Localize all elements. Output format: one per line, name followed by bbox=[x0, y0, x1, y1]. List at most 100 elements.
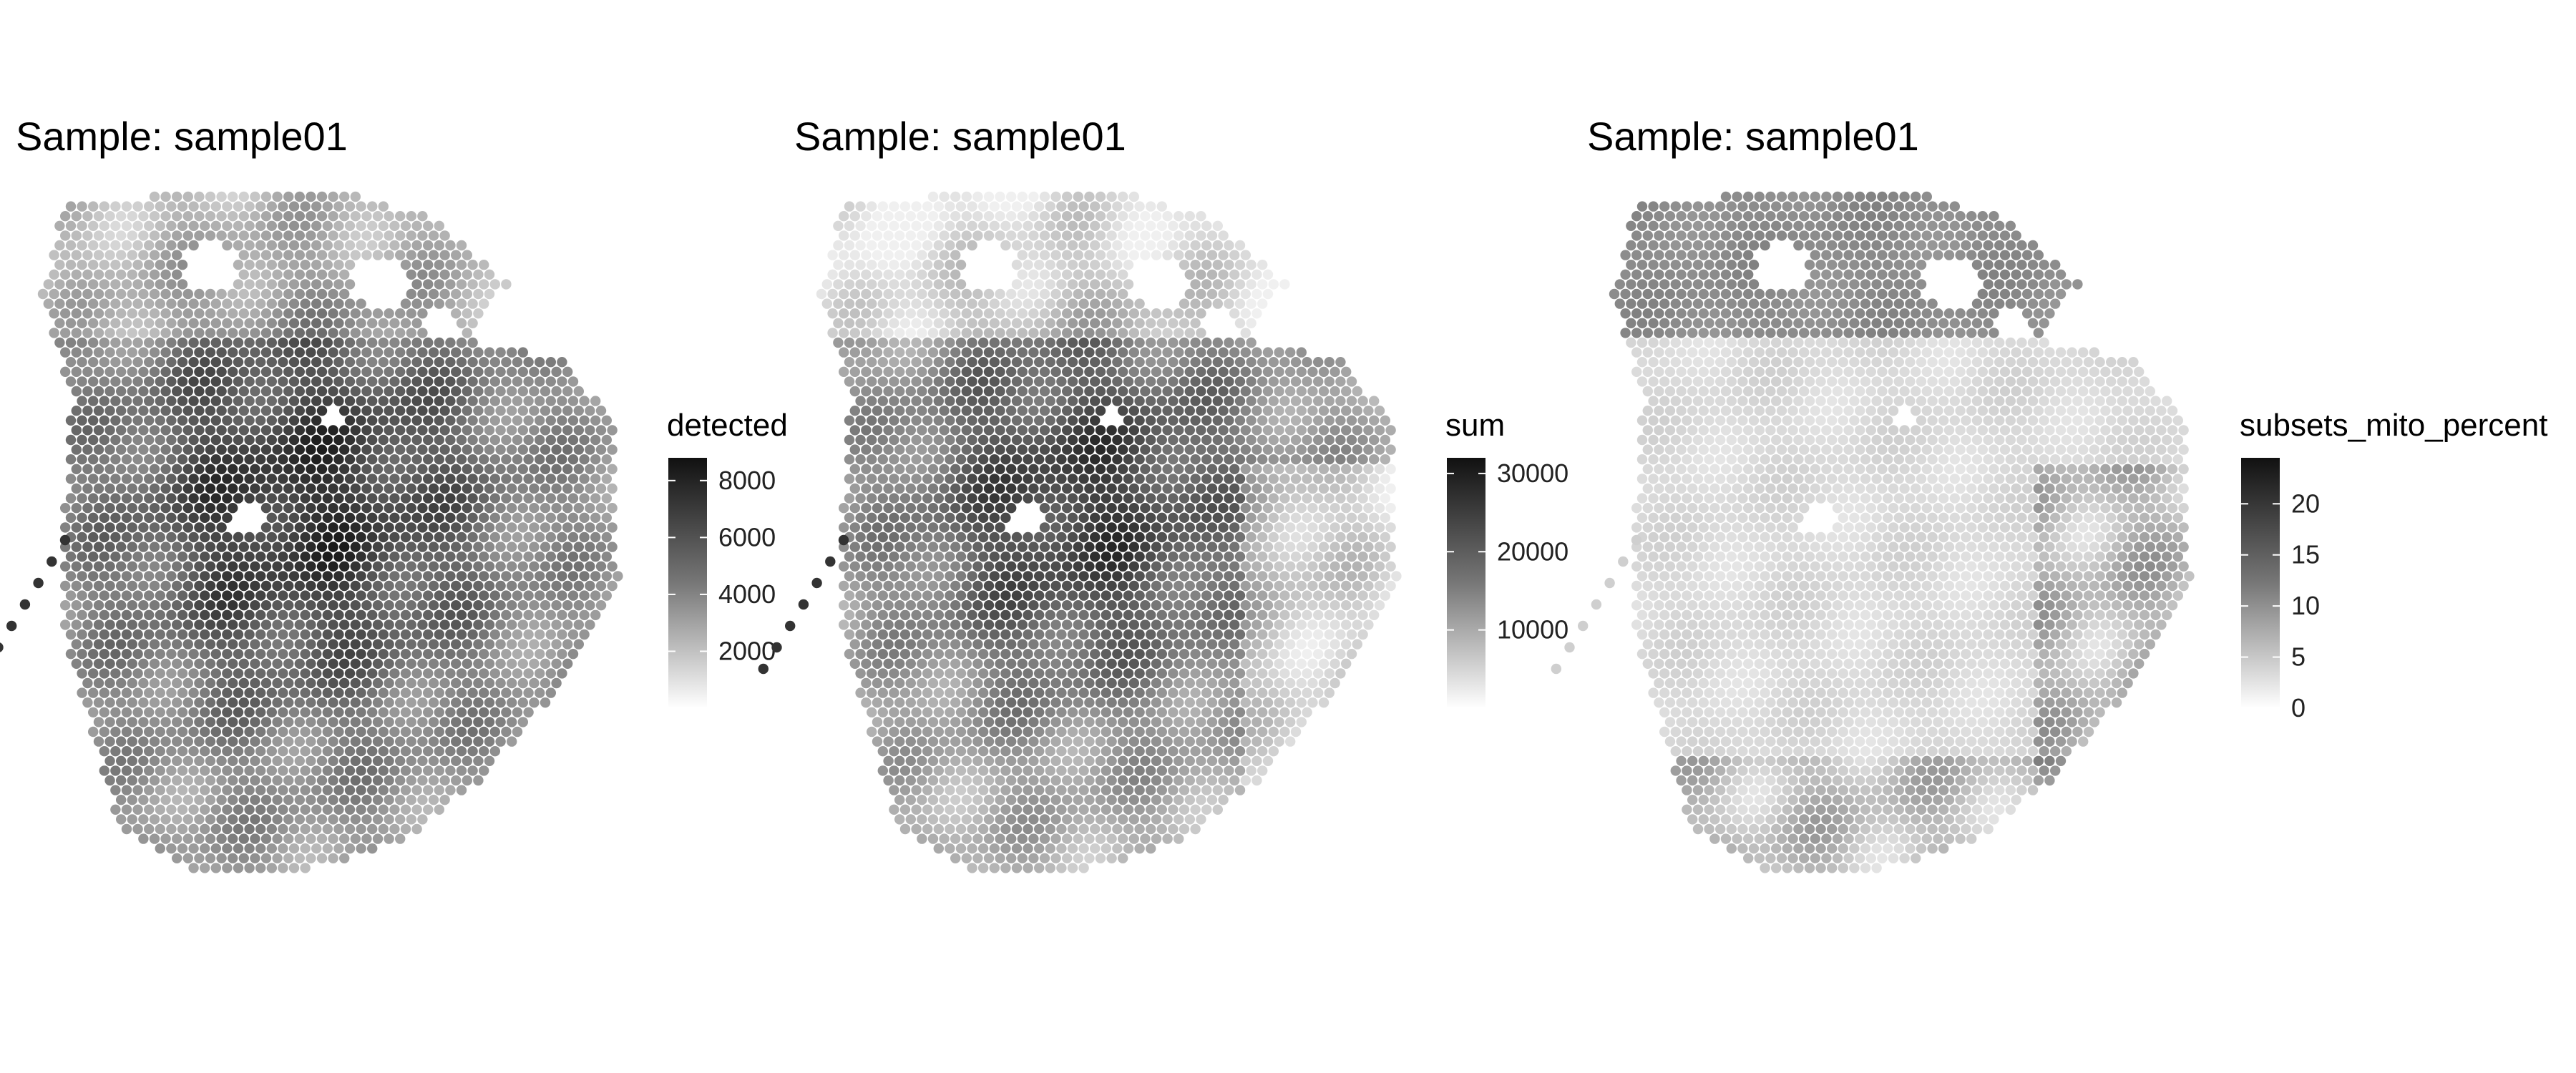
spot bbox=[172, 270, 182, 280]
spot bbox=[1106, 250, 1116, 260]
spot bbox=[928, 522, 938, 532]
spot bbox=[1313, 396, 1323, 406]
spot bbox=[351, 347, 361, 357]
spot bbox=[356, 727, 366, 737]
spot bbox=[82, 386, 92, 396]
spot bbox=[900, 318, 910, 328]
spot bbox=[939, 347, 949, 357]
spot bbox=[1040, 367, 1050, 377]
spot bbox=[295, 484, 305, 494]
spot bbox=[1335, 552, 1345, 562]
spot bbox=[473, 289, 483, 299]
spot bbox=[557, 474, 567, 484]
spot bbox=[401, 318, 411, 328]
spot bbox=[457, 298, 467, 308]
spot bbox=[1168, 629, 1178, 640]
spot bbox=[479, 513, 489, 523]
spot bbox=[990, 435, 1000, 445]
spot bbox=[978, 357, 988, 367]
spot bbox=[155, 805, 165, 815]
spot bbox=[423, 416, 433, 426]
spot bbox=[1357, 513, 1367, 523]
spot bbox=[384, 386, 394, 396]
spot bbox=[1174, 386, 1184, 396]
spot bbox=[300, 610, 310, 620]
spot bbox=[1068, 610, 1078, 620]
spot bbox=[512, 435, 522, 445]
spot bbox=[417, 464, 427, 474]
spot bbox=[200, 435, 210, 445]
spot bbox=[200, 843, 210, 853]
spot bbox=[429, 775, 439, 785]
spot bbox=[1229, 289, 1239, 299]
spot bbox=[1274, 406, 1284, 416]
spot bbox=[1324, 532, 1335, 542]
spot bbox=[200, 357, 210, 367]
spot bbox=[1363, 484, 1373, 494]
spot bbox=[144, 687, 154, 697]
spot bbox=[255, 396, 265, 406]
spot bbox=[132, 746, 142, 756]
spot bbox=[278, 687, 288, 697]
spot bbox=[473, 756, 483, 766]
spot bbox=[132, 629, 142, 640]
spot bbox=[200, 201, 210, 211]
spot bbox=[451, 250, 461, 260]
spot bbox=[962, 619, 972, 629]
spot bbox=[490, 513, 500, 523]
spot bbox=[613, 571, 623, 581]
spot bbox=[110, 746, 120, 756]
spot bbox=[222, 649, 232, 659]
spot bbox=[406, 270, 416, 280]
spot bbox=[216, 659, 226, 669]
spot bbox=[1056, 376, 1066, 386]
spot bbox=[1246, 629, 1256, 640]
spot bbox=[934, 279, 944, 289]
spot bbox=[188, 785, 198, 795]
spot bbox=[928, 347, 938, 357]
spot bbox=[110, 474, 120, 484]
spot bbox=[872, 659, 882, 669]
spot bbox=[917, 659, 927, 669]
spot bbox=[1190, 240, 1200, 250]
panel-title: Sample: sample01 bbox=[16, 113, 348, 160]
spot bbox=[1352, 464, 1362, 474]
spot bbox=[300, 785, 310, 795]
spot bbox=[406, 775, 416, 785]
spot bbox=[289, 727, 299, 737]
spot bbox=[1257, 610, 1267, 620]
spot bbox=[194, 484, 204, 494]
spot bbox=[906, 562, 916, 572]
spot bbox=[389, 493, 399, 503]
spot bbox=[462, 328, 472, 338]
spot bbox=[317, 795, 327, 805]
spot bbox=[1335, 416, 1345, 426]
spot bbox=[339, 833, 349, 843]
spot bbox=[1023, 532, 1033, 542]
spot bbox=[490, 279, 500, 289]
spot bbox=[1179, 376, 1189, 386]
spot bbox=[962, 406, 972, 416]
spot bbox=[205, 639, 215, 649]
spot bbox=[1385, 444, 1395, 454]
spot bbox=[529, 503, 539, 513]
spot bbox=[306, 444, 316, 454]
spot bbox=[99, 668, 109, 678]
spot bbox=[255, 727, 265, 737]
spot bbox=[172, 347, 182, 357]
spot bbox=[451, 756, 461, 766]
spot bbox=[1056, 493, 1066, 503]
spot bbox=[150, 814, 160, 824]
spot bbox=[116, 562, 126, 572]
spot bbox=[116, 367, 126, 377]
spot bbox=[1078, 454, 1088, 464]
spot bbox=[345, 416, 355, 426]
spot bbox=[1000, 493, 1010, 503]
spot bbox=[928, 270, 938, 280]
spot bbox=[978, 571, 988, 581]
spot bbox=[160, 406, 170, 416]
spot bbox=[479, 376, 489, 386]
spot bbox=[962, 289, 972, 299]
spot bbox=[911, 590, 921, 600]
spot bbox=[1168, 668, 1178, 678]
